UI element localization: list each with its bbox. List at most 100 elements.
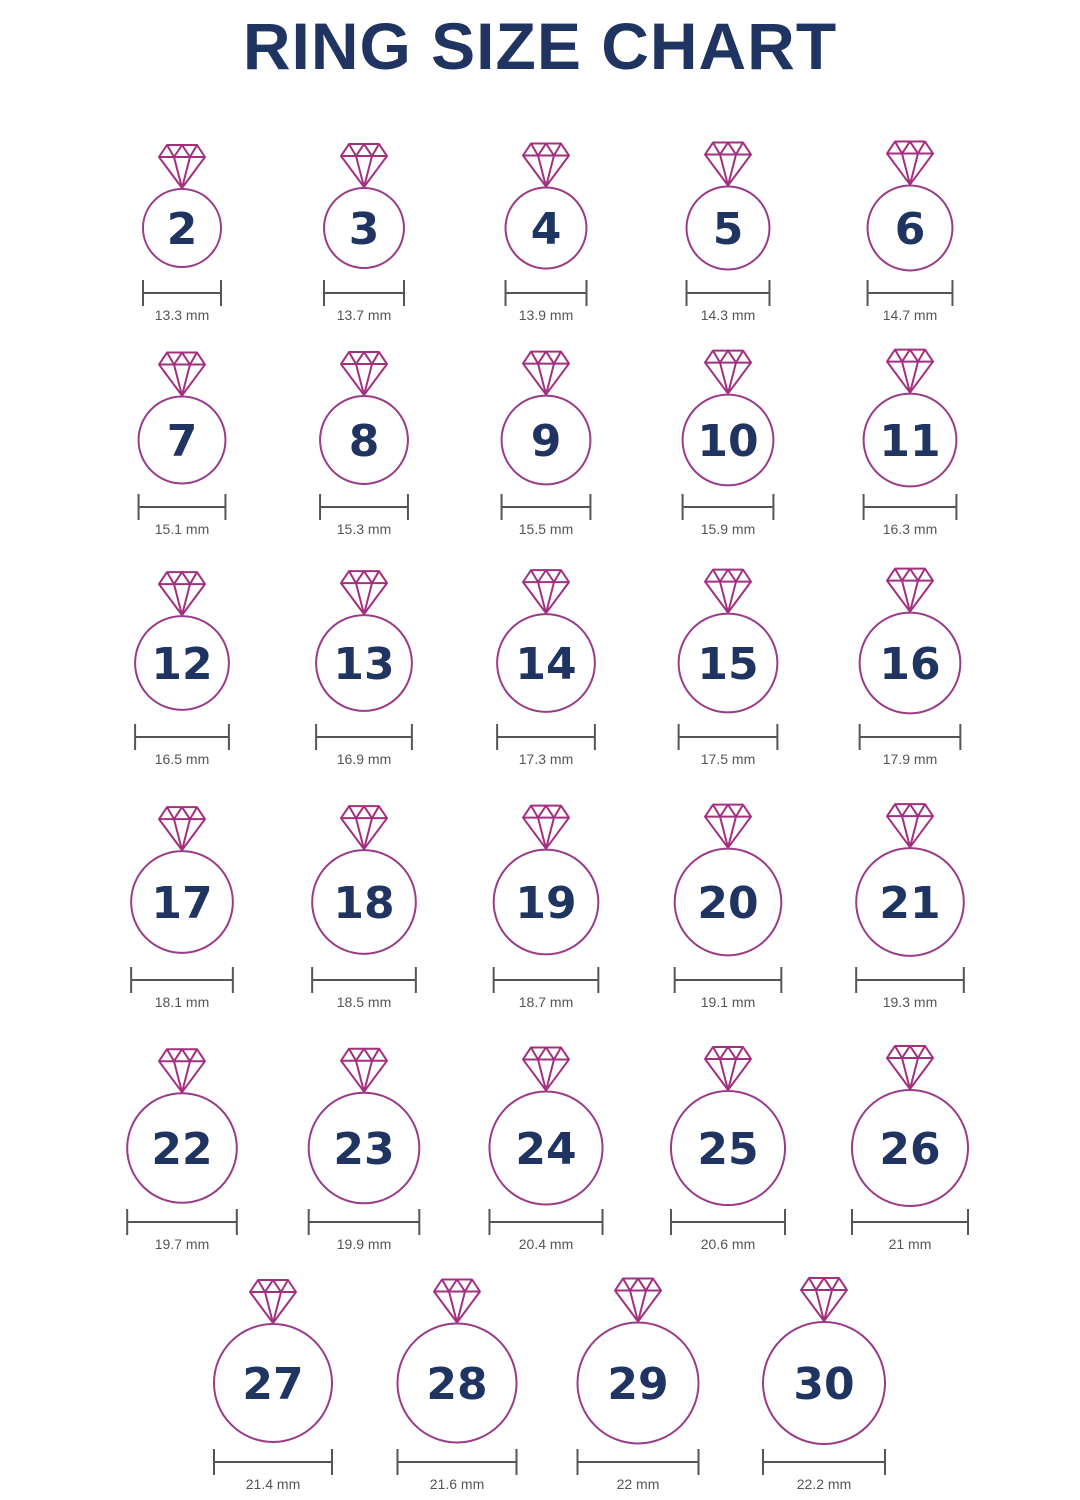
ring-size-label: 4: [531, 204, 562, 255]
ring-size-label: 14: [515, 639, 576, 690]
ring-size-label: 30: [793, 1359, 854, 1410]
diameter-label: 16.9 mm: [337, 751, 391, 767]
diamond-icon: [340, 805, 388, 851]
ring-circle: [130, 850, 234, 954]
ring-size-label: 23: [333, 1124, 394, 1175]
diameter-label: 17.9 mm: [883, 751, 937, 767]
diameter-measure-bar: [134, 724, 230, 750]
ring-circle: [396, 1322, 518, 1444]
diameter-label: 18.7 mm: [519, 994, 573, 1010]
diamond-icon: [886, 1044, 934, 1090]
diameter-label: 16.3 mm: [883, 521, 937, 537]
diameter-label: 13.7 mm: [337, 307, 391, 323]
ring-size-20: 20 19.1 mm: [673, 803, 783, 1010]
ring-size-28: 28 21.6 mm: [396, 1278, 518, 1492]
ring-size-label: 3: [349, 204, 380, 255]
ring-circle: [492, 848, 600, 956]
ring-size-label: 16: [879, 639, 940, 690]
ring-size-26: 26 21 mm: [850, 1044, 970, 1252]
diamond-icon: [158, 806, 206, 852]
ring-circle: [319, 395, 409, 485]
ring-circle: [677, 612, 779, 714]
ring-size-15: 15 17.5 mm: [677, 568, 779, 767]
diameter-label: 19.9 mm: [337, 1236, 391, 1252]
diamond-icon: [158, 1048, 206, 1094]
ring-size-18: 18 18.5 mm: [311, 805, 417, 1010]
diameter-measure-bar: [681, 494, 775, 520]
ring-size-label: 27: [242, 1359, 303, 1410]
ring-circle: [669, 1089, 787, 1207]
diameter-measure-bar: [673, 967, 783, 993]
ring-circle: [866, 184, 954, 272]
ring-size-label: 11: [879, 416, 940, 467]
ring-size-17: 17 18.1 mm: [130, 806, 234, 1010]
diamond-icon: [522, 350, 570, 396]
diamond-icon: [433, 1278, 481, 1324]
ring-size-5: 5 14.3 mm: [685, 141, 771, 323]
diameter-measure-bar: [488, 1209, 604, 1235]
diameter-measure-bar: [315, 724, 413, 750]
ring-size-label: 21: [879, 878, 940, 929]
ring-circle: [496, 613, 596, 713]
diameter-measure-bar: [137, 494, 227, 520]
ring-circle: [762, 1321, 886, 1445]
ring-size-19: 19 18.7 mm: [492, 804, 600, 1010]
ring-size-label: 13: [333, 639, 394, 690]
diameter-label: 13.9 mm: [519, 307, 573, 323]
diamond-icon: [614, 1277, 662, 1323]
ring-circle: [315, 614, 413, 712]
ring-size-11: 11 16.3 mm: [862, 348, 958, 537]
ring-circle: [134, 615, 230, 711]
ring-size-24: 24 20.4 mm: [488, 1046, 604, 1252]
diameter-measure-bar: [142, 280, 222, 306]
diameter-measure-bar: [576, 1449, 700, 1475]
diameter-measure-bar: [496, 724, 596, 750]
diameter-label: 19.1 mm: [701, 994, 755, 1010]
diameter-label: 21.4 mm: [246, 1476, 300, 1492]
diameter-label: 18.5 mm: [337, 994, 391, 1010]
diamond-icon: [704, 1045, 752, 1091]
diamond-icon: [249, 1278, 297, 1324]
ring-circle: [323, 187, 405, 269]
ring-size-label: 28: [426, 1359, 487, 1410]
diamond-icon: [522, 569, 570, 615]
diameter-label: 20.4 mm: [519, 1236, 573, 1252]
ring-circle: [126, 1092, 238, 1204]
ring-circle: [681, 393, 775, 487]
diameter-measure-bar: [492, 967, 600, 993]
ring-circle: [855, 847, 965, 957]
ring-size-29: 29 22 mm: [576, 1277, 700, 1492]
diameter-measure-bar: [307, 1209, 421, 1235]
ring-size-10: 10 15.9 mm: [681, 349, 775, 537]
ring-size-label: 22: [151, 1124, 212, 1175]
ring-circle: [576, 1321, 700, 1445]
diamond-icon: [340, 1047, 388, 1093]
ring-circle: [858, 611, 962, 715]
ring-size-16: 16 17.9 mm: [858, 567, 962, 767]
ring-circle: [142, 188, 222, 268]
diamond-icon: [158, 144, 206, 189]
ring-size-label: 18: [333, 878, 394, 929]
ring-size-label: 29: [607, 1359, 668, 1410]
diameter-label: 15.5 mm: [519, 521, 573, 537]
diameter-measure-bar: [862, 494, 958, 520]
ring-circle: [307, 1091, 421, 1205]
diameter-measure-bar: [685, 280, 771, 306]
diameter-measure-bar: [858, 724, 962, 750]
ring-size-label: 2: [167, 204, 198, 255]
diameter-measure-bar: [677, 724, 779, 750]
diamond-icon: [522, 804, 570, 850]
diamond-icon: [704, 803, 752, 849]
diameter-label: 15.1 mm: [155, 521, 209, 537]
diameter-label: 17.3 mm: [519, 751, 573, 767]
ring-size-3: 3 13.7 mm: [323, 143, 405, 323]
diameter-measure-bar: [323, 280, 405, 306]
ring-size-30: 30 22.2 mm: [762, 1277, 886, 1492]
ring-size-9: 9 15.5 mm: [500, 350, 592, 537]
diameter-label: 13.3 mm: [155, 307, 209, 323]
diameter-label: 14.3 mm: [701, 307, 755, 323]
diameter-measure-bar: [126, 1209, 238, 1235]
diameter-measure-bar: [855, 967, 965, 993]
diameter-measure-bar: [866, 280, 954, 306]
diamond-icon: [340, 570, 388, 616]
